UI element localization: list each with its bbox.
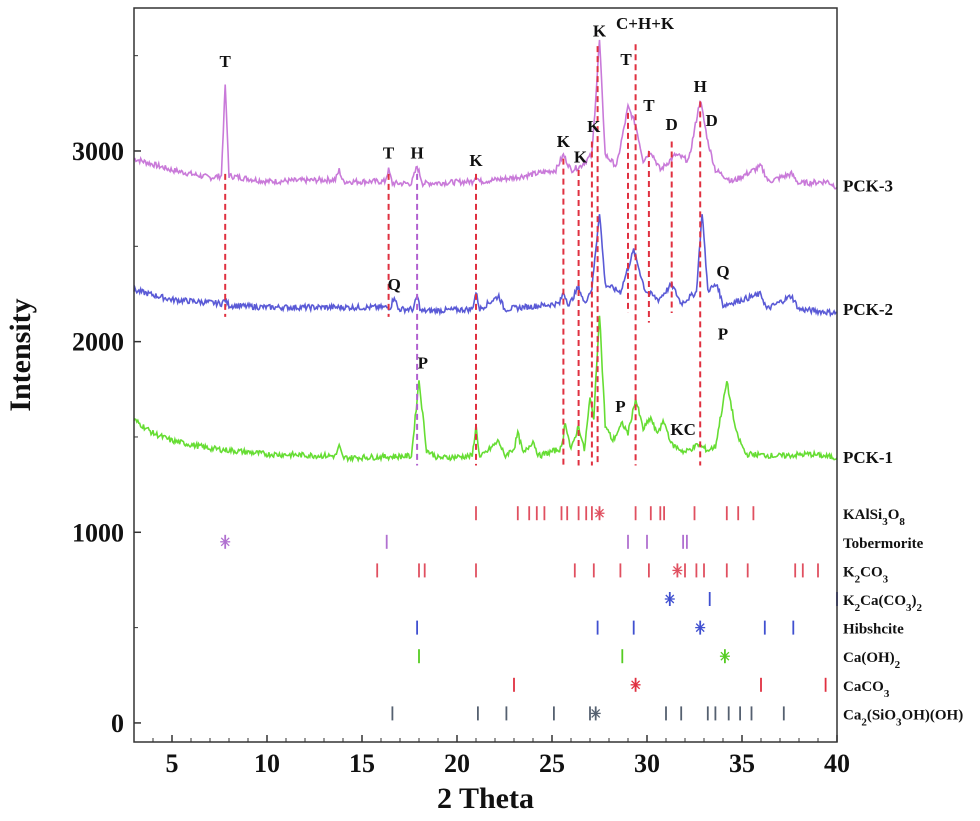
reference-label: Tobermorite <box>843 536 924 552</box>
x-tick-label: 30 <box>634 749 660 778</box>
reference-star-marker <box>220 535 231 548</box>
y-tick-label: 0 <box>111 709 124 738</box>
reference-star-marker <box>664 593 675 606</box>
peak-label: K <box>557 132 571 151</box>
reference-label: Ca(OH)2 <box>843 650 901 671</box>
peak-label: T <box>643 96 655 115</box>
peak-label: P <box>615 397 625 416</box>
reference-star-marker <box>719 650 730 663</box>
peak-label: P <box>718 325 728 344</box>
plot-frame <box>133 7 838 743</box>
x-tick-label: 20 <box>444 749 470 778</box>
x-tick-label: 5 <box>166 749 179 778</box>
reference-label: KAlSi3O8 <box>843 507 905 528</box>
reference-label: Hibshcite <box>843 622 904 638</box>
peak-label: K <box>469 151 483 170</box>
peak-label: Q <box>388 275 401 294</box>
reference-star-marker <box>695 621 706 634</box>
peak-label: T <box>620 50 632 69</box>
y-tick-label: 3000 <box>72 137 124 166</box>
peak-label: D <box>705 111 717 130</box>
peak-label: T <box>383 144 395 163</box>
x-tick-label: 35 <box>729 749 755 778</box>
reference-star-marker <box>630 678 641 691</box>
series-label: PCK-2 <box>843 300 893 319</box>
series-label: PCK-3 <box>843 176 893 195</box>
series-line-pck-1 <box>133 315 838 464</box>
peak-label: H <box>694 77 707 96</box>
reference-star-marker <box>590 707 601 720</box>
x-tick-label: 10 <box>254 749 280 778</box>
peak-label: Q <box>716 262 729 281</box>
reference-label: Ca2(SiO3OH)(OH) <box>843 707 963 728</box>
series-line-pck-3 <box>133 39 838 190</box>
reference-star-marker <box>672 564 683 577</box>
x-tick-label: 40 <box>824 749 850 778</box>
peak-label: KC <box>670 420 696 439</box>
peak-label: H <box>410 144 423 163</box>
y-tick-label: 1000 <box>72 518 124 547</box>
y-axis-title: Intensity <box>4 298 37 411</box>
series-label: PCK-1 <box>843 448 893 467</box>
reference-label: K2CO3 <box>843 564 889 585</box>
peak-label: K <box>593 22 607 41</box>
x-tick-label: 25 <box>539 749 565 778</box>
reference-label: K2Ca(CO3)2 <box>843 593 923 614</box>
peak-label: P <box>418 353 428 372</box>
axes: 5 10 15 20 25 30 35 400100020003000PCK-3PCK-2PC… <box>72 55 963 778</box>
x-tick-label: 15 <box>349 749 375 778</box>
series-line-pck-2 <box>133 214 838 318</box>
peak-label: K <box>574 147 588 166</box>
peak-label: C+H+K <box>616 14 675 33</box>
peak-label: T <box>220 52 232 71</box>
reference-label: CaCO3 <box>843 679 890 700</box>
y-tick-label: 2000 <box>72 328 124 357</box>
reference-star-marker <box>594 507 605 520</box>
x-axis-title: 2 Theta <box>437 782 534 815</box>
peak-label: K <box>587 117 601 136</box>
peak-label: D <box>666 115 678 134</box>
